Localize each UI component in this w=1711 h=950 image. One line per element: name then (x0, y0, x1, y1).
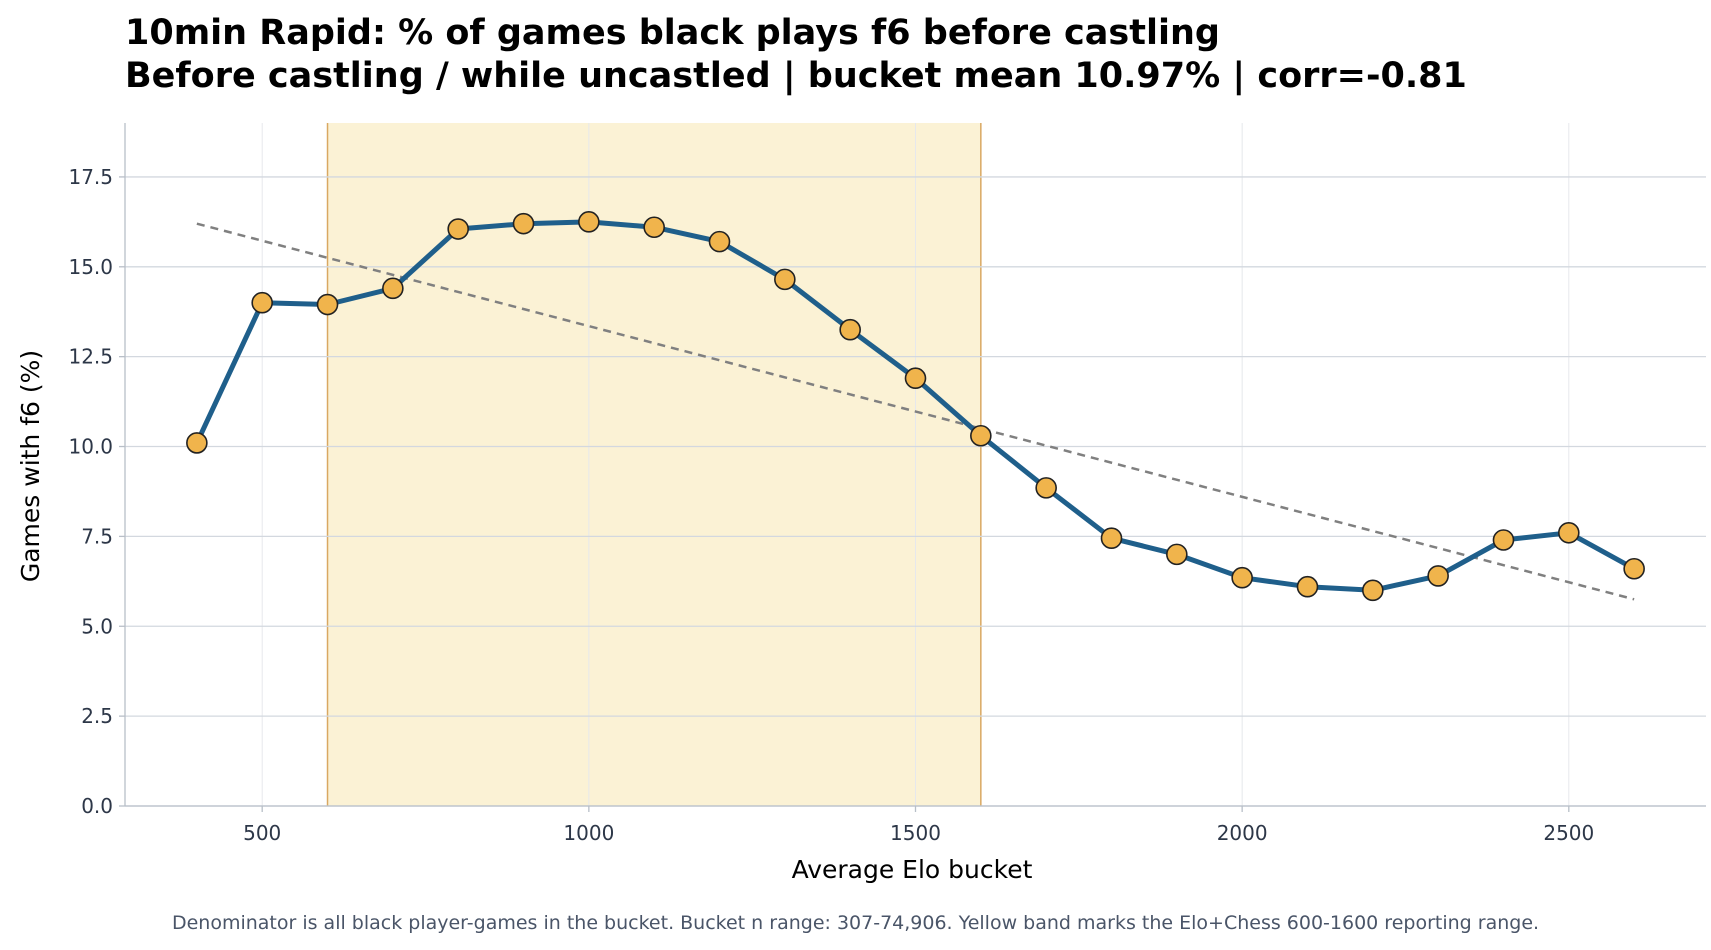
data-point (1427, 565, 1449, 587)
trend-line (196, 222, 1635, 601)
y-tick-label: 7.5 (81, 524, 113, 548)
series-layer (186, 211, 1645, 602)
data-point (1492, 529, 1515, 551)
x-tick-label: 1000 (563, 821, 614, 845)
x-axis-label: Average Elo bucket (792, 855, 1033, 884)
data-point (1623, 557, 1645, 580)
data-point (643, 216, 665, 239)
axis-layer: 500 1000 1500 2000 2500 0.0 2.5 5.0 7.5 10.0 12.5 1… (68, 123, 1706, 845)
trend-layer (196, 222, 1635, 601)
y-tick-label: 15.0 (68, 255, 113, 279)
y-axis-label: Games with f6 (%) (16, 350, 45, 582)
data-point (447, 218, 469, 240)
data-point (578, 211, 600, 233)
axis-labels: Average Elo bucket Games with f6 (%) (16, 350, 1033, 884)
data-point (970, 424, 992, 447)
y-tick-label: 12.5 (68, 345, 113, 369)
chart-subtitle: Before castling / while uncastled | buck… (125, 56, 1467, 96)
data-point (1100, 527, 1123, 549)
data-point (1296, 575, 1319, 598)
data-point (1362, 579, 1384, 602)
data-point (316, 293, 339, 316)
x-tick-label: 1500 (890, 821, 941, 845)
data-point (1558, 521, 1580, 544)
data-point (708, 230, 731, 253)
data-point (251, 291, 273, 314)
y-tick-label: 10.0 (68, 435, 113, 459)
y-tick-label: 5.0 (81, 614, 113, 638)
x-tick-label: 2500 (1543, 821, 1594, 845)
chart-title: 10min Rapid: % of games black plays f6 b… (125, 12, 1467, 98)
x-tick-label: 2000 (1217, 821, 1268, 845)
data-point (774, 268, 796, 291)
data-point (186, 432, 208, 454)
chart-title-line: 10min Rapid: % of games black plays f6 b… (125, 13, 1220, 53)
data-point (1035, 477, 1057, 499)
data-point (382, 277, 404, 300)
data-point (1166, 543, 1188, 566)
data-point (1231, 566, 1253, 589)
data-point (512, 212, 535, 235)
data-point (839, 318, 861, 341)
y-tick-label: 0.0 (81, 794, 113, 818)
x-tick-label: 500 (243, 821, 281, 845)
footnote: Denominator is all black player-games in… (171, 912, 1540, 934)
y-tick-label: 17.5 (68, 165, 113, 189)
y-tick-label: 2.5 (81, 704, 113, 728)
data-point (904, 367, 927, 390)
